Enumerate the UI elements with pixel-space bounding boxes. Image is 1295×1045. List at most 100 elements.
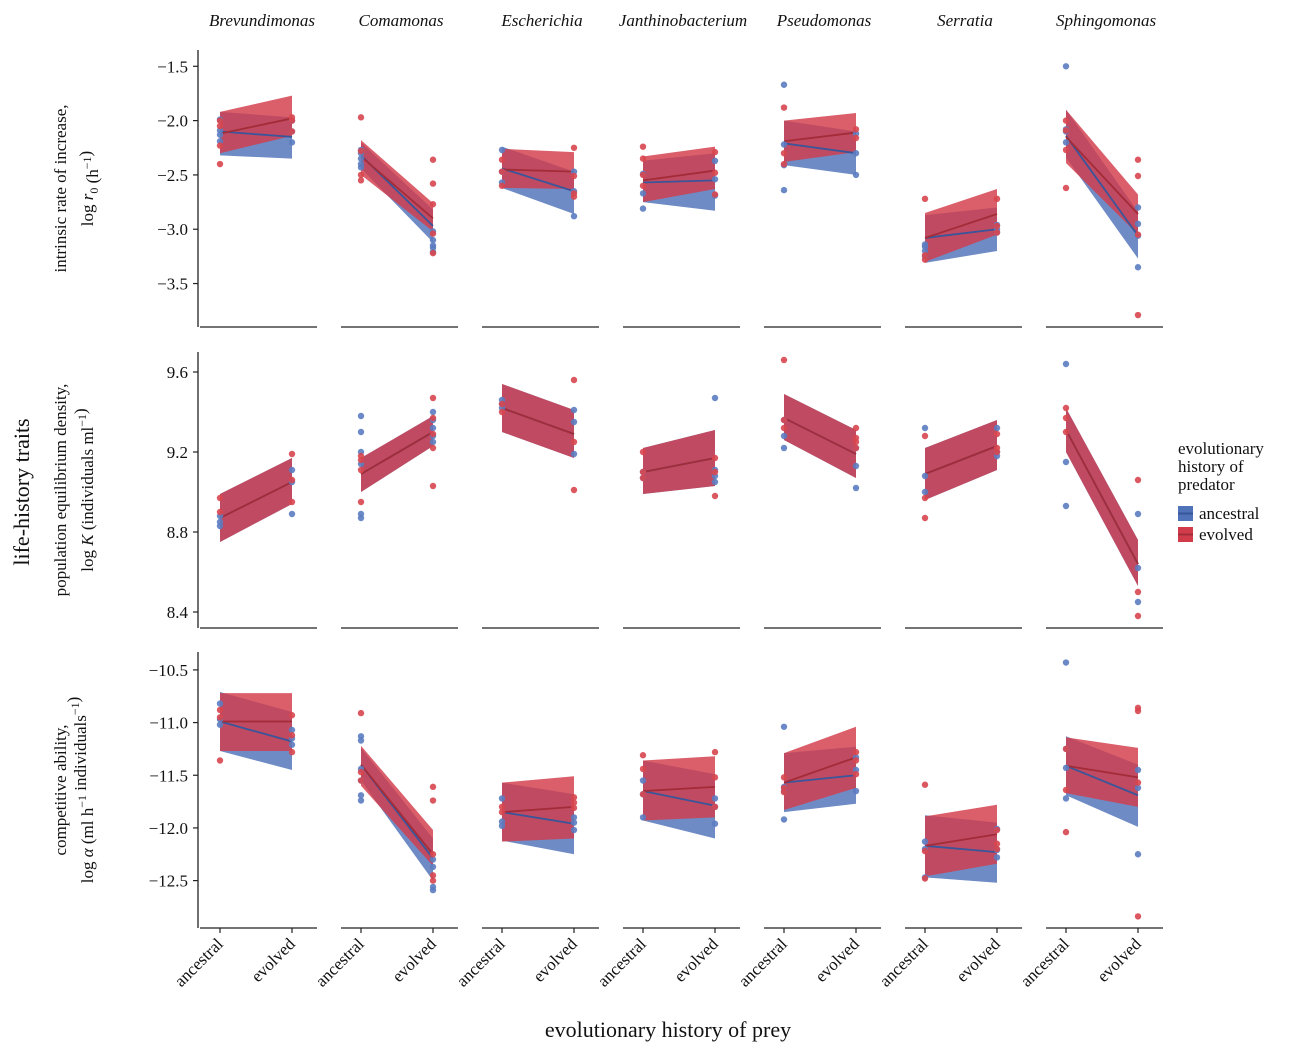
y-axis-unit-label-alpha: log α (ml h−1 individuals−1) [64, 697, 97, 884]
data-point-evolved [429, 156, 437, 163]
y-axis-label-K: population equilibrium density, [51, 384, 70, 597]
panel-K-pseudomonas [764, 356, 881, 629]
data-point-evolved [852, 757, 860, 764]
data-point-evolved [498, 156, 506, 163]
data-point-ancestral [852, 149, 860, 157]
y-axis-unit-label-K: log K (individuals ml−1) [71, 408, 97, 571]
data-point-evolved [921, 195, 929, 203]
y-axis-unit-label-r0: log r0 (h−1) [76, 151, 102, 226]
data-point-evolved [639, 155, 647, 162]
data-point-evolved [570, 438, 578, 446]
data-point-evolved [429, 482, 437, 490]
data-point-ancestral [1062, 63, 1070, 70]
data-point-evolved [921, 494, 929, 502]
data-point-evolved [357, 709, 365, 717]
data-point-ancestral [288, 139, 296, 146]
row-alpha: −10.5 −11.0 −11.5 −12.0 −12.5 competitive abi… [51, 652, 1163, 991]
mean-line-evolved [642, 785, 716, 792]
data-point-ancestral [288, 510, 296, 518]
mean-line-ancestral [219, 130, 293, 138]
panel-alpha-serratia: ancestral evolved [876, 781, 1022, 991]
legend-title-line-3: predator [1178, 475, 1235, 494]
data-point-evolved [429, 201, 437, 208]
data-point-evolved [429, 230, 437, 237]
data-point-ancestral [1134, 264, 1142, 271]
data-point-ancestral [570, 826, 578, 834]
panel-r0-janthinobacterium [623, 143, 740, 328]
data-point-evolved [570, 193, 578, 200]
data-point-ancestral [357, 797, 365, 804]
mean-line-evolved [1065, 764, 1139, 779]
data-point-ancestral [570, 418, 578, 426]
data-point-evolved [711, 803, 719, 811]
y-tick-label: −11.5 [149, 766, 188, 785]
data-point-evolved [1062, 428, 1070, 436]
data-point-ancestral [429, 886, 437, 894]
data-point-evolved [639, 448, 647, 456]
panel-alpha-janthinobacterium: ancestral evolved [594, 748, 740, 991]
ci-band-evolved [361, 745, 433, 866]
data-point-evolved [429, 877, 437, 884]
y-axis-label-r0: intrinsic rate of increase, [51, 104, 70, 272]
ci-band-evolved [502, 148, 574, 190]
data-point-evolved [639, 182, 647, 189]
data-point-evolved [711, 169, 719, 176]
data-point-evolved [570, 172, 578, 180]
mean-line-evolved [219, 481, 293, 519]
data-point-evolved [993, 430, 1001, 438]
data-point-ancestral [429, 438, 437, 446]
data-point-ancestral [1134, 784, 1142, 792]
data-point-evolved [570, 799, 578, 806]
data-point-evolved [357, 498, 365, 506]
data-point-evolved [429, 414, 437, 422]
data-point-evolved [852, 444, 860, 452]
genus-label-serratia: Serratia [937, 11, 993, 30]
data-point-ancestral [780, 723, 788, 730]
mean-line-evolved [219, 117, 293, 135]
data-point-evolved [429, 851, 437, 858]
genus-label-sphingomonas: Sphingomonas [1056, 11, 1157, 30]
legend-label-evolved: evolved [1199, 525, 1253, 544]
x-tick-label: ancestral [594, 934, 650, 990]
mean-line-ancestral [783, 774, 857, 784]
data-point-evolved [288, 128, 296, 135]
data-point-ancestral [216, 131, 224, 138]
mean-line-evolved [783, 756, 857, 784]
genus-label-janthinobacterium: Janthinobacterium [619, 11, 747, 30]
data-point-ancestral [639, 190, 647, 197]
ci-band-evolved [643, 430, 715, 494]
data-point-ancestral [570, 450, 578, 458]
x-tick-label: ancestral [735, 934, 791, 990]
data-point-evolved [288, 450, 296, 458]
data-point-evolved [570, 486, 578, 494]
data-point-ancestral [780, 141, 788, 148]
mean-line-evolved [783, 417, 857, 455]
mean-line-evolved [360, 155, 434, 220]
data-point-evolved [288, 732, 296, 739]
x-tick-label: ancestral [312, 934, 368, 990]
data-point-evolved [1134, 779, 1142, 786]
data-point-evolved [429, 430, 437, 438]
y-tick-label: −11.0 [149, 714, 188, 733]
data-point-evolved [570, 804, 578, 812]
data-point-ancestral [1134, 510, 1142, 518]
data-point-evolved [780, 788, 788, 796]
x-tick-label: evolved [388, 934, 440, 986]
data-point-ancestral [357, 737, 365, 744]
legend: evolutionary history of predator ancestr… [1178, 439, 1264, 544]
data-point-ancestral [288, 466, 296, 474]
data-point-ancestral [570, 819, 578, 826]
legend-label-ancestral: ancestral [1199, 504, 1260, 523]
data-point-evolved [921, 875, 929, 882]
data-point-ancestral [1134, 204, 1142, 211]
data-point-evolved [711, 148, 719, 156]
row-r0: −1.5 −2.0 −2.5 −3.0 −3.5 intrinsic rate of in… [51, 50, 1163, 328]
data-point-evolved [357, 147, 365, 155]
data-point-evolved [570, 376, 578, 384]
x-tick-label: evolved [811, 934, 863, 986]
data-point-ancestral [1062, 659, 1070, 666]
data-point-ancestral [993, 854, 1001, 861]
data-point-ancestral [429, 236, 437, 244]
data-point-ancestral [711, 478, 719, 486]
data-point-ancestral [357, 155, 365, 162]
